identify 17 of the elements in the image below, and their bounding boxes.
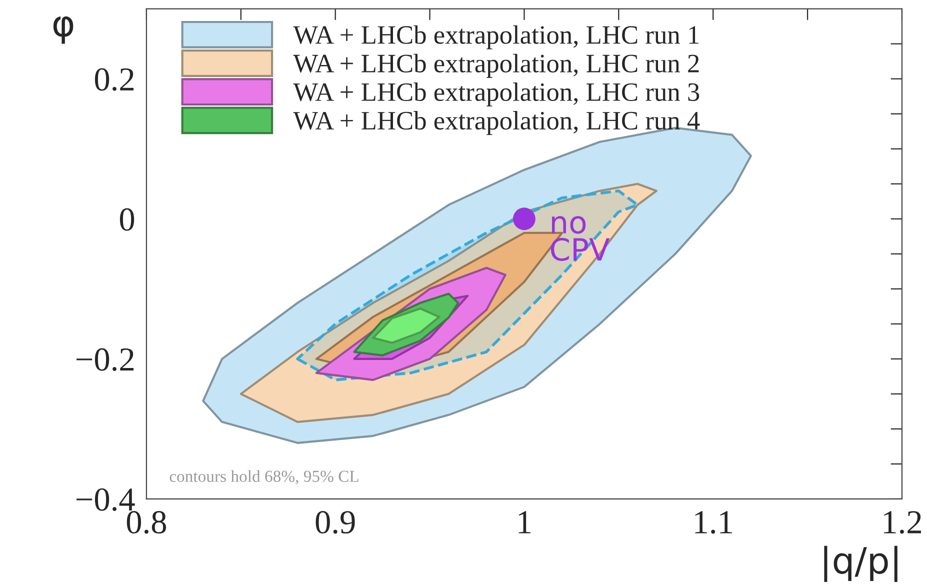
y-tick-label: −0.2 [76,348,134,371]
y-tick-label: 0.2 [94,68,134,91]
annotation: no CPV [550,216,610,261]
y-tick-label: −0.4 [76,488,135,511]
x-tick-label: 1.2 [884,511,921,534]
legend-label: WA + LHCb extrapolation, LHC run 2 [293,54,699,78]
x-tick-label: 1.1 [695,511,732,534]
y-tick-label: 0 [120,208,134,231]
x-axis-title: |q/p| [824,546,898,582]
x-tick-label: 1 [518,511,531,534]
legend-label: WA + LHCb extrapolation, LHC run 1 [293,25,699,50]
y-axis-title: φ [53,16,74,44]
annotation: contours hold 68%, 95% CL [170,470,358,484]
legend-label: WA + LHCb extrapolation, LHC run 3 [293,82,700,106]
x-tick-label: 0.9 [316,511,355,534]
x-tick-label: 0.8 [126,511,166,534]
legend-label: WA + LHCb extrapolation, LHC run 4 [293,111,700,135]
